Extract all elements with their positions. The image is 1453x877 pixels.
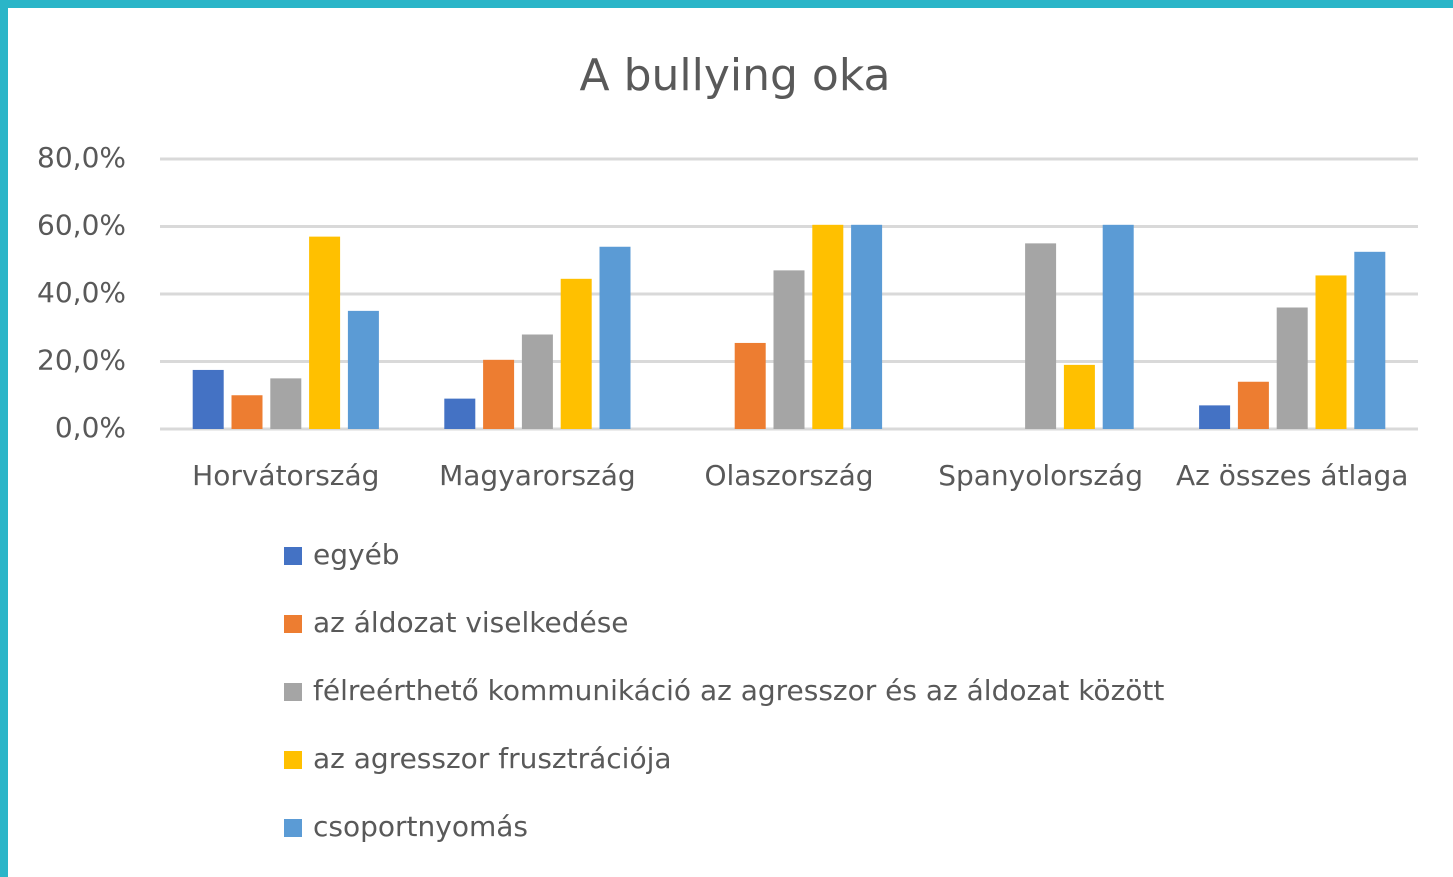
legend-swatch bbox=[284, 751, 302, 769]
bar bbox=[812, 224, 844, 429]
bar bbox=[347, 310, 379, 429]
chart-title: A bullying oka bbox=[579, 50, 890, 101]
x-tick-label: Spanyolország bbox=[938, 459, 1143, 492]
legend-label: az áldozat viselkedése bbox=[313, 606, 629, 639]
bar bbox=[773, 270, 805, 429]
y-tick-label: 40,0% bbox=[37, 276, 126, 309]
bar bbox=[734, 342, 766, 429]
bar bbox=[560, 278, 592, 429]
legend-label: az agresszor frusztrációja bbox=[313, 742, 672, 775]
legend-label: csoportnyomás bbox=[313, 810, 528, 843]
bar bbox=[1237, 381, 1269, 429]
bar bbox=[1102, 224, 1134, 429]
x-tick-label: Horvátország bbox=[192, 459, 379, 492]
chart-background bbox=[8, 8, 1453, 877]
y-tick-label: 80,0% bbox=[37, 141, 126, 174]
bar bbox=[1354, 251, 1386, 429]
y-tick-label: 20,0% bbox=[37, 344, 126, 377]
bar bbox=[599, 246, 631, 429]
legend-swatch bbox=[284, 819, 302, 837]
x-tick-label: Olaszország bbox=[704, 459, 873, 492]
legend-swatch bbox=[284, 683, 302, 701]
bar bbox=[851, 224, 883, 429]
bar bbox=[1063, 364, 1095, 429]
bar bbox=[444, 398, 476, 429]
bar bbox=[1025, 243, 1057, 429]
y-tick-label: 60,0% bbox=[37, 209, 126, 242]
bar bbox=[231, 395, 263, 429]
legend-label: egyéb bbox=[313, 538, 400, 571]
bar bbox=[270, 378, 302, 429]
bar bbox=[1315, 275, 1347, 429]
legend-swatch bbox=[284, 615, 302, 633]
y-tick-label: 0,0% bbox=[55, 411, 126, 444]
bar bbox=[192, 369, 224, 429]
bar bbox=[309, 236, 341, 429]
legend-swatch bbox=[284, 547, 302, 565]
bar bbox=[521, 334, 553, 429]
bar bbox=[1199, 405, 1231, 429]
bar bbox=[1276, 307, 1308, 429]
x-tick-label: Az összes átlaga bbox=[1176, 459, 1408, 492]
bar bbox=[483, 359, 515, 429]
x-tick-label: Magyarország bbox=[439, 459, 636, 492]
legend-label: félreérthető kommunikáció az agresszor é… bbox=[313, 674, 1164, 707]
